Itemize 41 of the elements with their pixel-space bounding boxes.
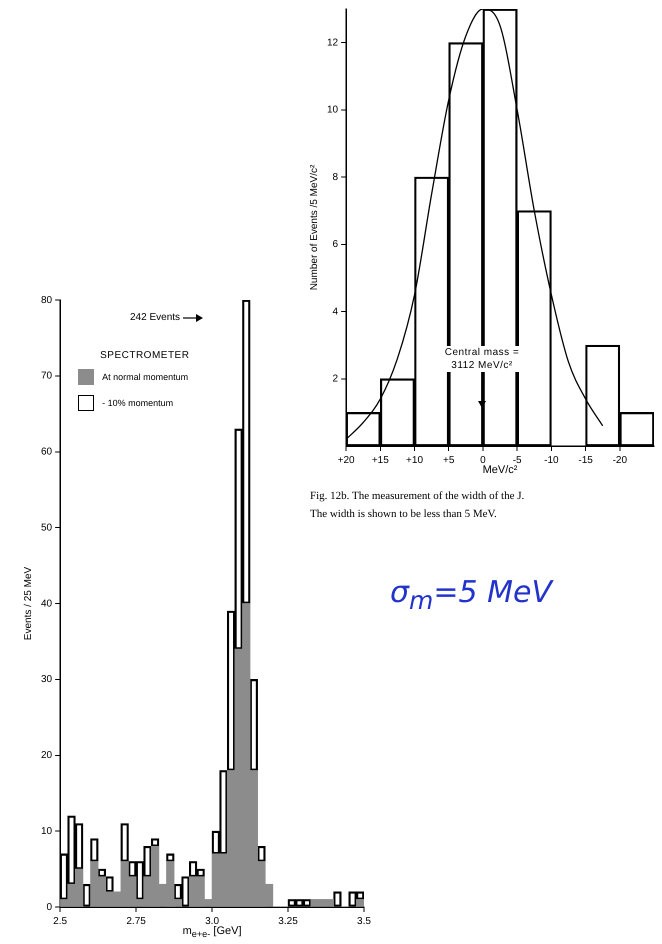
x-tick-label: +20 bbox=[338, 454, 356, 466]
x-tick-label: -15 bbox=[578, 454, 594, 466]
x-tick-label: +5 bbox=[443, 454, 455, 466]
y-tick-label: 4 bbox=[332, 306, 339, 318]
x-tick-label: 2.5 bbox=[53, 916, 68, 927]
y-tick-label: 40 bbox=[41, 598, 53, 610]
y-tick-label: 0 bbox=[46, 902, 53, 913]
y-tick-label: 60 bbox=[41, 446, 53, 458]
y-tick-label: 8 bbox=[332, 172, 339, 183]
y-tick-label: 6 bbox=[332, 239, 339, 250]
x-tick-label: 0 bbox=[480, 454, 486, 466]
legend-label: At normal momentum bbox=[102, 372, 188, 382]
x-axis-title: m$_{e+e-}$ [GeV] bbox=[182, 925, 242, 940]
annotation: 242 Events bbox=[130, 312, 180, 323]
x-tick-label: 3.5 bbox=[357, 916, 372, 927]
y-tick-label: 10 bbox=[41, 826, 53, 837]
x-tick-label: 3.0 bbox=[205, 916, 220, 927]
x-tick-label: 2.75 bbox=[126, 916, 146, 927]
x-tick-label: -5 bbox=[512, 454, 522, 466]
y-tick-label: 50 bbox=[41, 522, 53, 534]
x-tick-label: 3.25 bbox=[278, 916, 298, 927]
annotation: The width is shown to be less than 5 MeV. bbox=[310, 508, 497, 520]
annotation: Fig. 12b. The measurement of the width of the J. bbox=[310, 490, 524, 502]
legend-label: - 10% momentum bbox=[102, 398, 174, 408]
x-tick-label: -10 bbox=[544, 454, 560, 466]
annotation: Central mass = 3112 MeV/c² bbox=[440, 346, 524, 372]
text: σ$_{m}$=5 MeV bbox=[390, 575, 552, 615]
y-tick-label: 10 bbox=[327, 104, 339, 116]
y-tick-label: 2 bbox=[332, 374, 339, 385]
y-axis-title: Events / 25 MeV bbox=[22, 566, 34, 640]
y-tick-label: 70 bbox=[41, 370, 53, 382]
y-tick-label: 30 bbox=[41, 674, 53, 686]
x-tick-label: +10 bbox=[406, 454, 424, 466]
legend-title: SPECTROMETER bbox=[100, 350, 190, 361]
y-tick-label: 80 bbox=[41, 294, 53, 306]
x-tick-label: +15 bbox=[372, 454, 390, 466]
y-axis-title: Number of Events /5 MeV/c² bbox=[308, 164, 320, 290]
x-axis-title: MeV/c² bbox=[482, 464, 518, 476]
y-tick-label: 12 bbox=[327, 37, 339, 48]
y-tick-label: 20 bbox=[41, 750, 53, 761]
x-tick-label: -20 bbox=[612, 454, 628, 466]
